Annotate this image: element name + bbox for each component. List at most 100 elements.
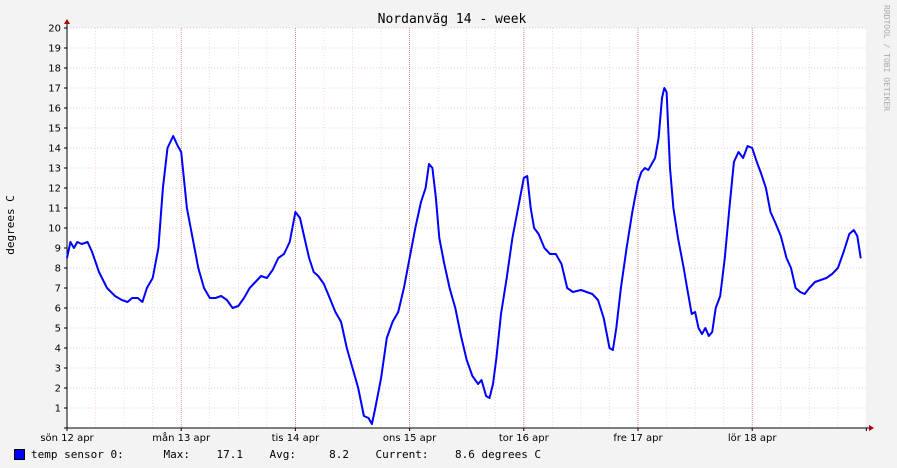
x-tick-label: fre 17 apr (613, 433, 663, 444)
data-point (477, 383, 479, 385)
data-point (226, 299, 228, 301)
x-axis-arrow (869, 425, 874, 431)
series-layer (66, 87, 862, 425)
x-tick-label: ons 15 apr (383, 433, 437, 444)
data-point (708, 335, 710, 337)
data-point (340, 321, 342, 323)
data-point (435, 197, 437, 199)
y-tick-label: 15 (48, 124, 61, 135)
data-point (760, 173, 762, 175)
data-point (555, 253, 557, 255)
data-point (492, 383, 494, 385)
y-tick-label: 5 (55, 324, 61, 335)
data-point (166, 147, 169, 149)
data-point (277, 257, 279, 259)
data-point (500, 313, 502, 315)
data-point (192, 237, 194, 239)
data-point (131, 297, 133, 299)
data-point (677, 237, 679, 239)
data-point (121, 299, 123, 301)
data-point (397, 311, 399, 313)
data-point (580, 289, 582, 291)
legend: temp sensor 0: Max: 17.1 Avg: 8.2 Curren… (14, 447, 541, 461)
data-point (272, 269, 274, 271)
data-point (701, 333, 703, 335)
data-point (232, 307, 234, 309)
y-tick-label: 7 (55, 284, 61, 295)
data-point (831, 273, 833, 275)
data-point (637, 181, 639, 183)
data-point (572, 291, 574, 293)
y-tick-label: 18 (48, 64, 61, 75)
data-point (719, 295, 721, 297)
data-point (530, 207, 532, 209)
data-point (848, 233, 850, 235)
data-point (626, 247, 628, 249)
data-point (647, 169, 649, 171)
data-point (323, 283, 325, 285)
y-tick-label: 14 (48, 144, 61, 155)
data-point (566, 287, 568, 289)
y-tick-label: 3 (55, 364, 61, 375)
data-point (765, 187, 767, 189)
data-point (380, 377, 382, 379)
data-point (126, 301, 129, 303)
data-point (391, 321, 394, 323)
data-point (157, 247, 159, 249)
data-point (177, 145, 179, 147)
data-point (737, 151, 740, 153)
data-point (214, 297, 217, 299)
data-point (403, 287, 405, 289)
data-point (651, 163, 653, 165)
x-tick-label: tor 16 apr (499, 433, 550, 444)
data-point (612, 349, 614, 351)
data-point (860, 257, 862, 259)
y-tick-label: 1 (55, 404, 61, 415)
data-point (506, 277, 508, 279)
data-point (425, 187, 427, 189)
y-axis-label: degrees C (4, 195, 17, 255)
data-point (591, 293, 593, 295)
data-point (715, 307, 717, 309)
data-point (91, 251, 93, 253)
data-point (254, 281, 256, 283)
data-point (409, 257, 411, 259)
data-point (313, 271, 315, 273)
data-point (438, 237, 440, 239)
data-point (666, 91, 668, 93)
y-tick-label: 9 (55, 244, 61, 255)
data-point (560, 263, 563, 265)
data-point (346, 347, 348, 349)
data-point (317, 275, 319, 277)
data-point (631, 211, 633, 213)
data-point (81, 243, 83, 245)
grid (67, 27, 866, 428)
data-point (449, 287, 451, 289)
x-tick-label: lör 18 apr (728, 433, 778, 444)
data-point (334, 311, 336, 313)
legend-max-label: Max: (163, 447, 190, 461)
data-point (289, 241, 291, 243)
data-point (146, 287, 148, 289)
y-tick-label: 20 (48, 24, 61, 35)
y-tick-label: 11 (48, 204, 61, 215)
data-point (266, 277, 268, 279)
data-point (523, 177, 525, 179)
data-point (351, 367, 354, 369)
data-point (488, 397, 491, 399)
data-point (733, 161, 735, 163)
data-point (186, 207, 188, 209)
data-point (697, 327, 700, 329)
data-point (586, 291, 588, 293)
data-point (526, 175, 528, 177)
data-point (308, 257, 310, 259)
data-point (780, 235, 782, 237)
data-point (260, 275, 262, 277)
data-point (162, 187, 164, 189)
data-point (615, 327, 617, 329)
data-point (769, 211, 772, 213)
data-point (691, 313, 693, 315)
y-tick-label: 10 (48, 224, 61, 235)
data-point (471, 375, 473, 377)
